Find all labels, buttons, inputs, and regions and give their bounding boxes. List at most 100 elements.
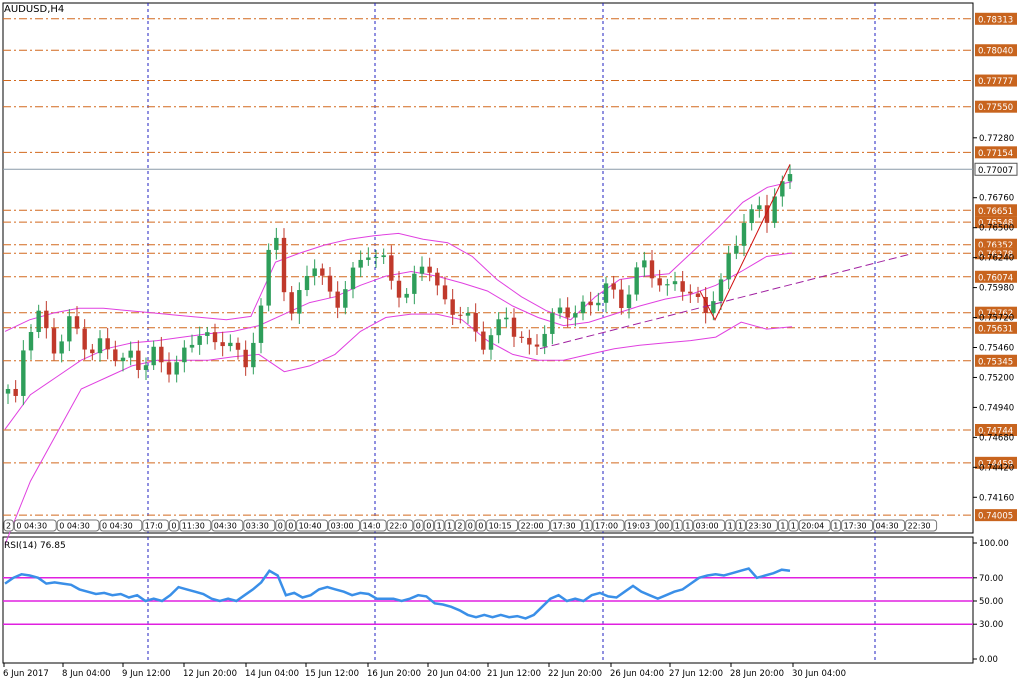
time-label-box [3,519,14,532]
rsi-tick-label: 0.00 [979,655,998,665]
time-label-box [444,519,455,532]
time-label-text: 17:30 [844,522,867,531]
time-label-box [518,519,551,532]
rsi-tick-label: 30.00 [979,620,1003,630]
candle-body [13,388,18,396]
time-label-text: 0 [426,522,431,531]
price-level-box [975,354,1017,367]
candle-body [235,342,241,350]
price-level-label: 0.76651 [978,207,1013,217]
candle-body [726,253,731,280]
time-label-box [550,519,583,532]
time-label-box [735,519,746,532]
candle-body [182,347,187,363]
rsi-tick-label: 100.00 [979,539,1009,549]
candle-body [442,285,448,300]
time-label-box [413,519,424,532]
time-label-text: 17:0 [145,522,163,531]
time-label-text: 22:00 [521,522,544,531]
time-label-box [582,519,593,532]
time-tick-label: 8 Jun 04:00 [62,669,111,679]
time-tick-label: 27 Jun 12:00 [669,669,723,679]
candle-body [642,260,647,268]
candle-body [404,293,409,298]
time-label-text: 0 [478,522,483,531]
time-tick-label: 21 Jun 12:00 [487,669,541,679]
time-label-box [360,519,387,532]
time-label-box [99,519,143,532]
time-label-text: 1 [437,522,442,531]
time-label-box [725,519,736,532]
time-label-box [454,519,466,532]
price-level-box [975,306,1017,319]
time-label-text: 1 [738,522,743,531]
candle-body [228,342,233,347]
candle-body [603,283,609,303]
candle-body [327,275,333,292]
candle-body [496,319,501,336]
candle-body [205,332,210,336]
candle-body [189,344,195,348]
time-label-box [475,519,487,532]
candle-body [243,349,248,368]
rsi-tick-label: 50.00 [979,597,1003,607]
price-level-box [975,216,1017,229]
candle-body [680,281,685,292]
price-level-label: 0.74005 [978,512,1013,522]
candle-body [734,245,739,254]
candle-body [787,174,793,182]
price-tick-label: 0.76760 [979,194,1014,204]
candle-body [611,283,616,290]
time-label-box [275,519,286,532]
candle-body [542,333,547,347]
candle-body [197,335,202,345]
price-axis[interactable]: 0.78313 0.78040 0.77777 0.77550 0.77154 0.766… [973,12,1018,522]
price-level-box [975,12,1017,25]
candle-body [688,291,693,294]
candle-body [465,312,471,316]
candle-body [113,349,118,362]
candle-body [82,328,87,350]
candle-body [427,266,432,273]
time-label-text: 04:30 [214,522,237,531]
price-level-box [975,321,1017,334]
price-tick-label: 0.76500 [979,224,1014,234]
time-label-box [13,519,57,532]
candle-body [251,342,256,368]
time-label-text: 10:40 [299,522,322,531]
price-level-label: 0.78040 [978,47,1013,57]
time-label-text: 1 [780,522,785,531]
candle-body [527,337,532,345]
candle-body [473,312,478,332]
candle-body [757,205,762,210]
price-level-box [975,509,1017,522]
candle-body [534,344,540,347]
time-label-box [592,519,625,532]
time-axis[interactable]: 6 Jun 2017 8 Jun 04:00 9 Jun 12:00 12 Jun 2… [3,663,846,679]
candle-body [74,316,80,329]
time-label-text: 0 [288,522,293,531]
price-level-box [975,100,1017,113]
candles [5,164,793,406]
time-label-box [905,519,938,532]
time-label-text: 23:30 [748,522,771,531]
candle-body [672,281,678,285]
candle-body [749,209,754,224]
candle-body [297,290,302,314]
time-label-text: 22:30 [908,522,931,531]
candle-body [21,350,26,396]
rsi-subwindow[interactable]: 100.00 70.00 50.00 30.00 0.00 [3,539,1009,665]
time-label-box [142,519,169,532]
time-label-box [328,519,361,532]
time-label-box [841,519,874,532]
candle-body [412,273,417,294]
candle-body [51,328,57,354]
candle-body [381,255,386,258]
price-level-label: 0.76352 [978,241,1013,251]
candle-body [711,301,716,314]
candle-body [274,237,279,250]
time-tick-label: 15 Jun 12:00 [305,669,359,679]
price-level-box [975,146,1017,159]
